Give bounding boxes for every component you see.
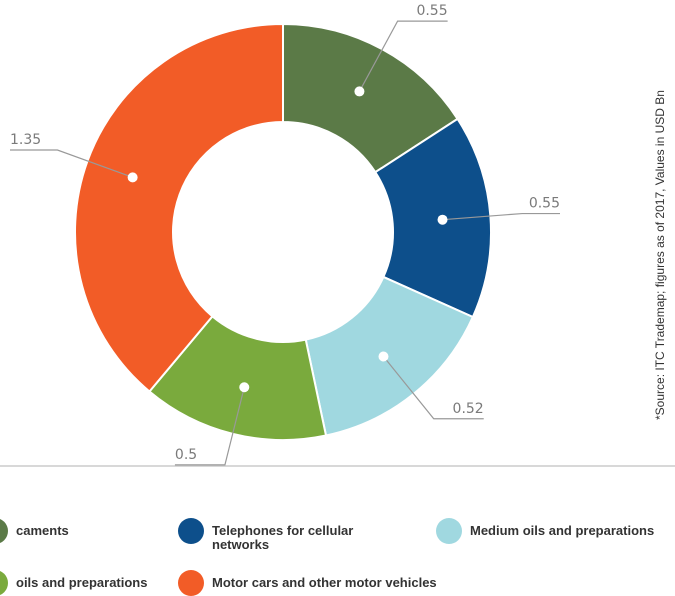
label-dot	[437, 214, 448, 225]
legend-label: Telephones for cellular networks	[212, 523, 354, 552]
legend-label: oils and preparations	[16, 575, 148, 590]
slice	[373, 117, 492, 319]
label-dot	[354, 86, 365, 97]
label-dot	[239, 382, 250, 393]
leader-line	[358, 20, 448, 92]
label-dot	[378, 351, 389, 362]
legend-swatch	[0, 570, 8, 596]
leader-line	[10, 149, 133, 178]
leader-line	[174, 387, 245, 466]
legend-swatch	[178, 570, 204, 596]
legend-swatch	[436, 518, 462, 544]
legend-swatch	[178, 518, 204, 544]
source-note: *Source: ITC Trademap; figures as of 201…	[653, 90, 667, 420]
legend-label: Medium oils and preparations	[470, 523, 655, 538]
value-label: 0.52	[453, 401, 484, 417]
value-label: 1.35	[10, 132, 41, 148]
slice	[74, 22, 284, 393]
slice	[282, 22, 459, 174]
legend-item: Telephones for cellular networks	[178, 518, 382, 552]
legend-item: Motor cars and other motor vehicles	[178, 570, 437, 596]
value-label: 0.55	[529, 196, 560, 212]
leader-line	[383, 356, 484, 420]
legend-swatch	[0, 518, 8, 544]
legend-item: Medium oils and preparations	[436, 518, 655, 544]
legend-item: caments	[0, 518, 69, 544]
value-label: 0.55	[416, 3, 447, 19]
legend-item: oils and preparations	[0, 570, 148, 596]
slice	[304, 275, 475, 437]
leader-line	[442, 212, 560, 221]
legend-label: caments	[16, 523, 69, 538]
legend-label: Motor cars and other motor vehicles	[212, 575, 437, 590]
value-label: 0.5	[175, 447, 197, 463]
label-dot	[127, 172, 138, 183]
